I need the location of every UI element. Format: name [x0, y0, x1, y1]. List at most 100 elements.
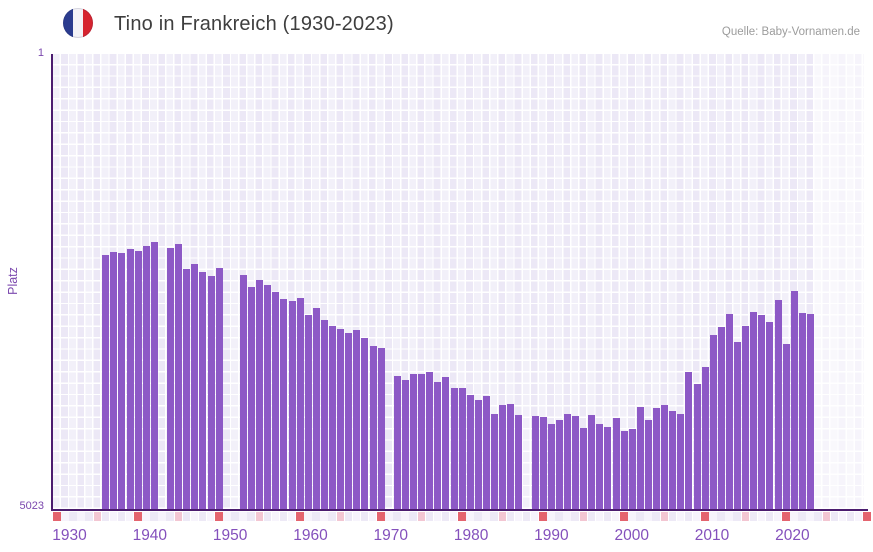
- bar-1968[interactable]: [361, 338, 369, 509]
- bar-1994[interactable]: [572, 415, 579, 509]
- bar-2021[interactable]: [790, 291, 798, 509]
- bar-1991[interactable]: [547, 423, 555, 509]
- bar-2022[interactable]: [798, 313, 806, 509]
- bar-1997[interactable]: [596, 423, 604, 509]
- bar-1974[interactable]: [410, 374, 417, 509]
- bar-1956[interactable]: [264, 285, 272, 509]
- bar-1949[interactable]: [207, 275, 215, 509]
- bar-2004[interactable]: [653, 407, 660, 509]
- strip-cell-1951: [223, 512, 231, 521]
- bar-1975[interactable]: [418, 374, 426, 509]
- bar-1939[interactable]: [126, 248, 134, 509]
- strip-cell-2019: [773, 512, 782, 521]
- bar-1944[interactable]: [167, 247, 174, 509]
- strip-cell-2013: [725, 512, 733, 521]
- bar-1981[interactable]: [466, 395, 474, 509]
- bar-2018[interactable]: [766, 322, 774, 509]
- bar-1986[interactable]: [507, 403, 515, 509]
- bar-1948[interactable]: [199, 271, 207, 509]
- bar-1953[interactable]: [239, 274, 247, 509]
- strip-cell-1969: [368, 512, 377, 521]
- bar-1980[interactable]: [458, 387, 466, 509]
- bar-1966[interactable]: [345, 333, 353, 509]
- strip-cell-2020: [782, 512, 790, 521]
- bar-1964[interactable]: [329, 326, 336, 509]
- bar-2006[interactable]: [669, 410, 677, 509]
- bar-1938[interactable]: [118, 252, 126, 509]
- bar-1973[interactable]: [401, 380, 409, 509]
- x-tick-1960: 1960: [293, 527, 328, 544]
- bar-1969[interactable]: [369, 346, 377, 509]
- bar-1957[interactable]: [272, 292, 280, 509]
- strip-cell-1967: [352, 512, 361, 521]
- bar-1962[interactable]: [312, 308, 320, 509]
- bar-1965[interactable]: [337, 329, 345, 509]
- bar-1977[interactable]: [434, 382, 442, 509]
- bar-2000[interactable]: [620, 430, 628, 509]
- bar-1979[interactable]: [450, 387, 458, 509]
- bar-1987[interactable]: [515, 414, 523, 509]
- bar-1999[interactable]: [612, 417, 620, 509]
- bar-2016[interactable]: [750, 312, 758, 509]
- bar-2001[interactable]: [628, 428, 636, 509]
- timeline-strip: [0, 512, 873, 521]
- bar-1990[interactable]: [539, 416, 547, 509]
- bar-1984[interactable]: [491, 413, 498, 509]
- bar-2012[interactable]: [717, 327, 725, 509]
- bar-1961[interactable]: [304, 315, 312, 509]
- bar-2010[interactable]: [701, 367, 709, 509]
- strip-cell-1988: [522, 512, 531, 521]
- bar-2007[interactable]: [677, 413, 685, 509]
- bar-1989[interactable]: [531, 415, 539, 509]
- bar-1982[interactable]: [474, 399, 482, 509]
- bar-2011[interactable]: [709, 335, 717, 509]
- strip-cell-2017: [757, 512, 766, 521]
- bar-1978[interactable]: [442, 377, 450, 509]
- plot-area: [53, 54, 864, 509]
- bar-1960[interactable]: [296, 298, 304, 509]
- bar-1996[interactable]: [588, 414, 596, 509]
- bar-2003[interactable]: [644, 419, 652, 509]
- bar-1958[interactable]: [280, 299, 288, 509]
- bar-2002[interactable]: [636, 406, 644, 509]
- bar-1985[interactable]: [499, 404, 507, 509]
- bar-1941[interactable]: [142, 245, 150, 509]
- strip-cell-1980: [458, 512, 466, 521]
- bar-1959[interactable]: [288, 301, 296, 509]
- bar-1955[interactable]: [256, 279, 264, 509]
- bar-1947[interactable]: [191, 263, 199, 509]
- bar-2023[interactable]: [806, 314, 814, 509]
- bar-1983[interactable]: [482, 396, 490, 509]
- bar-2009[interactable]: [693, 384, 701, 509]
- bar-1946[interactable]: [183, 268, 191, 509]
- bar-1976[interactable]: [426, 372, 434, 509]
- bar-2019[interactable]: [774, 300, 782, 509]
- bar-1936[interactable]: [102, 254, 110, 509]
- bar-2008[interactable]: [685, 372, 693, 509]
- bar-2020[interactable]: [782, 344, 790, 509]
- bar-2005[interactable]: [661, 404, 669, 509]
- bar-1940[interactable]: [134, 250, 142, 509]
- bar-2013[interactable]: [725, 314, 733, 509]
- bar-2014[interactable]: [734, 342, 741, 509]
- bar-1954[interactable]: [248, 287, 255, 509]
- source-credit: Quelle: Baby-Vornamen.de: [721, 26, 860, 38]
- bar-1942[interactable]: [150, 241, 158, 509]
- strip-cell-1979: [449, 512, 458, 521]
- bar-1937[interactable]: [110, 251, 118, 509]
- bar-1967[interactable]: [353, 330, 361, 509]
- bar-1992[interactable]: [555, 419, 563, 509]
- bar-1950[interactable]: [215, 267, 223, 509]
- bar-1970[interactable]: [377, 348, 385, 509]
- strip-cell-1940: [134, 512, 142, 521]
- bar-2015[interactable]: [742, 326, 750, 509]
- bar-1998[interactable]: [604, 426, 612, 509]
- bar-1963[interactable]: [320, 320, 328, 509]
- bar-2017[interactable]: [758, 315, 766, 509]
- bar-1993[interactable]: [563, 413, 571, 509]
- strip-cell-1990: [539, 512, 547, 521]
- bar-1995[interactable]: [580, 427, 588, 509]
- bar-1972[interactable]: [393, 376, 401, 509]
- bar-1945[interactable]: [175, 243, 183, 509]
